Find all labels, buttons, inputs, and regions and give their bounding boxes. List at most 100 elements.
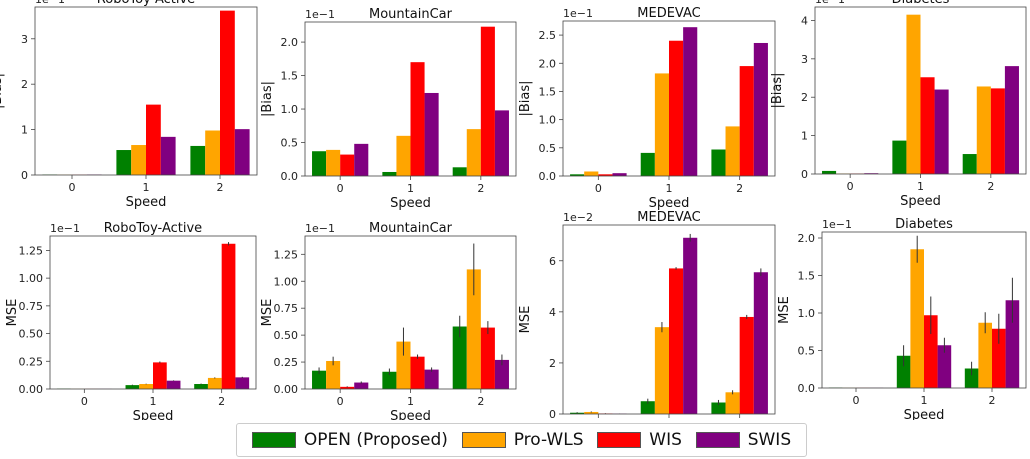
legend-swatch-wis <box>597 432 641 448</box>
bar-p5-s2-c2 <box>481 328 495 389</box>
bar-p6-s2-c2 <box>740 317 754 414</box>
bar-p3-s0-c2 <box>963 154 977 174</box>
legend: OPEN (Proposed) Pro-WLS WIS SWIS <box>236 423 807 457</box>
bar-p3-s1-c2 <box>977 86 991 174</box>
ytick-label-p5-2: 0.50 <box>274 329 299 342</box>
x-axis-label-p4: Speed <box>133 409 174 420</box>
bar-p0-s2-c1 <box>146 105 161 175</box>
legend-swatch-open <box>252 432 296 448</box>
x-axis-label-p5: Speed <box>390 409 431 420</box>
legend-label-pro-wls: Pro-WLS <box>514 430 584 450</box>
xtick-label-p2-0: 0 <box>595 182 602 195</box>
xtick-label-p2-1: 1 <box>666 182 673 195</box>
bar-p4-s0-c1 <box>126 385 140 389</box>
ytick-label-p4-5: 1.25 <box>19 244 44 257</box>
bar-p2-s3-c2 <box>754 43 768 176</box>
legend-swatch-swis <box>696 432 740 448</box>
bar-p4-s2-c2 <box>222 244 236 389</box>
bar-p1-s3-c0 <box>354 144 368 176</box>
bar-p2-s0-c1 <box>641 153 655 176</box>
xtick-label-p1-0: 0 <box>337 182 344 195</box>
bar-p6-s3-c1 <box>683 238 697 414</box>
xtick-label-p0-1: 1 <box>143 181 150 194</box>
bar-p0-s0-c2 <box>190 146 205 175</box>
chart-title-p0: RoboToy-Active <box>97 0 195 7</box>
xtick-label-p1-1: 1 <box>407 182 414 195</box>
bar-p2-s2-c2 <box>740 66 754 176</box>
bar-p1-s2-c0 <box>340 155 354 176</box>
ytick-label-p5-3: 0.75 <box>274 302 299 315</box>
xtick-label-p0-2: 2 <box>217 181 224 194</box>
chart-title-p5: MountainCar <box>369 221 453 236</box>
ytick-label-p1-4: 2.0 <box>281 36 299 49</box>
ytick-label-p6-2: 4 <box>549 306 556 319</box>
figure: 0123012RoboToy-Active1e−1Speed|Bias|0.00… <box>0 0 1030 420</box>
bar-p2-s2-c1 <box>669 41 683 176</box>
bar-p5-s2-c1 <box>411 357 425 389</box>
bar-p1-s0-c1 <box>382 172 396 176</box>
xtick-label-p7-2: 2 <box>989 394 996 407</box>
bar-p2-s3-c1 <box>683 27 697 176</box>
ytick-label-p2-5: 2.5 <box>539 29 557 42</box>
x-axis-label-p0: Speed <box>126 195 167 210</box>
chart-title-p1: MountainCar <box>369 7 453 22</box>
bar-p1-s0-c2 <box>453 167 467 176</box>
bar-p1-s3-c1 <box>425 93 439 176</box>
chart-title-p6: MEDEVAC <box>637 210 700 225</box>
bar-p1-s0-c0 <box>312 151 326 176</box>
bar-p0-s1-c1 <box>131 145 146 175</box>
ytick-label-p5-4: 1.00 <box>274 275 299 288</box>
ytick-label-p1-2: 1.0 <box>281 103 299 116</box>
xtick-label-p5-2: 2 <box>477 395 484 408</box>
bar-p4-s2-c1 <box>153 362 167 389</box>
bar-p4-s1-c1 <box>139 384 153 389</box>
bar-p2-s0-c2 <box>711 150 725 176</box>
bar-p3-s0-c0 <box>822 171 836 174</box>
ytick-label-p0-0: 0 <box>21 169 28 182</box>
ytick-label-p4-0: 0.00 <box>19 383 44 396</box>
y-axis-label-p2: |Bias| <box>518 80 533 116</box>
ytick-label-p5-0: 0.00 <box>274 383 299 396</box>
ytick-label-p0-3: 3 <box>21 33 28 46</box>
chart-title-p7: Diabetes <box>895 217 953 232</box>
ytick-label-p6-3: 6 <box>549 255 556 268</box>
bar-p1-s1-c1 <box>396 136 410 176</box>
ytick-label-p4-2: 0.50 <box>19 328 44 341</box>
xtick-label-p4-1: 1 <box>150 395 157 408</box>
xtick-label-p3-1: 1 <box>917 180 924 193</box>
ytick-label-p3-0: 0 <box>801 168 808 181</box>
bar-p3-s1-c1 <box>906 15 920 174</box>
bar-p2-s1-c0 <box>584 171 598 176</box>
x-axis-label-p2: Speed <box>649 196 690 211</box>
ytick-label-p1-1: 0.5 <box>281 137 299 150</box>
legend-swatch-pro-wls <box>462 432 506 448</box>
legend-label-open: OPEN (Proposed) <box>304 430 448 450</box>
scale-label-p5: 1e−1 <box>305 222 335 235</box>
ytick-label-p7-4: 2.0 <box>798 232 816 245</box>
y-axis-label-p3: |Bias| <box>770 72 785 108</box>
ytick-label-p5-5: 1.25 <box>274 248 299 261</box>
bar-p2-s3-c0 <box>612 173 626 176</box>
legend-label-wis: WIS <box>649 430 682 450</box>
xtick-label-p4-2: 2 <box>218 395 225 408</box>
x-axis-label-p7: Speed <box>904 408 945 420</box>
scale-label-p2: 1e−1 <box>563 7 593 20</box>
xtick-label-p3-0: 0 <box>847 180 854 193</box>
bar-p1-s1-c2 <box>467 129 481 176</box>
ytick-label-p2-2: 1.0 <box>539 114 557 127</box>
xtick-label-p7-1: 1 <box>921 394 928 407</box>
legend-item-swis: SWIS <box>696 430 791 450</box>
bar-p3-s0-c1 <box>892 141 906 174</box>
ytick-label-p4-4: 1.00 <box>19 272 44 285</box>
chart-title-p3: Diabetes <box>892 0 950 7</box>
ytick-label-p1-0: 0.0 <box>281 170 299 183</box>
y-axis-label-p4: MSE <box>5 299 20 327</box>
ytick-label-p2-0: 0.0 <box>539 170 557 183</box>
legend-label-swis: SWIS <box>748 430 791 450</box>
legend-item-open: OPEN (Proposed) <box>252 430 448 450</box>
ytick-label-p1-3: 1.5 <box>281 70 299 83</box>
legend-item-wis: WIS <box>597 430 682 450</box>
ytick-label-p2-3: 1.5 <box>539 85 557 98</box>
ytick-label-p3-3: 3 <box>801 53 808 66</box>
bar-p6-s3-c2 <box>754 272 768 414</box>
